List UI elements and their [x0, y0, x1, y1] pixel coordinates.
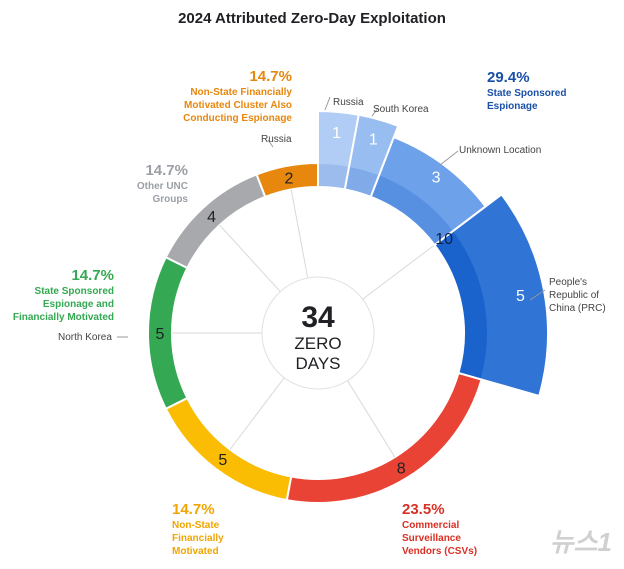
news1-watermark: 뉴스1 — [549, 527, 612, 557]
center-number: 34 — [301, 301, 335, 334]
label-unc-text: Other UNC Groups — [136, 181, 188, 205]
center-circle — [261, 276, 375, 390]
outer-segment-3 — [433, 192, 549, 398]
espionage-inner-value: 10 — [435, 231, 453, 248]
inner-value-2: 5 — [218, 452, 227, 469]
label-nonstate-percent: 14.7% — [172, 501, 215, 518]
label-unc-percent: 14.7% — [145, 162, 188, 179]
label-cluster-text: Non-State Financially Motivated Cluster … — [183, 87, 292, 124]
leader-line-1 — [371, 107, 379, 117]
spoke-line-1 — [338, 366, 396, 458]
inner-value-5: 2 — [285, 171, 294, 188]
center-line2: DAYS — [295, 354, 340, 373]
inner-value-3: 5 — [156, 326, 165, 343]
label-nonstate: 14.7% Non-State Financially Motivated — [172, 500, 272, 558]
label-south-korea: South Korea — [373, 104, 429, 115]
chart-title: 2024 Attributed Zero-Day Exploitation — [178, 10, 446, 27]
spoke-line-5 — [290, 189, 312, 294]
leader-line-0 — [324, 96, 331, 111]
label-mixed-text: State Sponsored Espionage and Financiall… — [12, 286, 114, 323]
label-unc: 14.7% Other UNC Groups — [108, 161, 188, 206]
label-cluster: 14.7% Non-State Financially Motivated Cl… — [150, 67, 292, 125]
label-csv-percent: 23.5% — [402, 501, 445, 518]
label-north-korea: North Korea — [58, 332, 112, 343]
outer-value-2: 3 — [432, 170, 441, 187]
label-russia-small: Russia — [261, 134, 292, 145]
label-mixed: 14.7% State Sponsored Espionage and Fina… — [10, 266, 114, 324]
leader-line-4 — [267, 139, 274, 148]
label-state-espionage-percent: 29.4% — [487, 69, 530, 86]
label-prc: People's Republic of China (PRC) — [549, 277, 606, 314]
center-line1: ZERO — [294, 334, 341, 353]
outer-value-3: 5 — [516, 288, 525, 305]
outer-value-1: 1 — [369, 132, 378, 149]
spoke-line-4 — [219, 224, 292, 304]
spoke-line-2 — [229, 364, 295, 450]
inner-value-4: 4 — [207, 209, 216, 226]
label-unknown-location: Unknown Location — [459, 145, 542, 156]
label-nonstate-text: Non-State Financially Motivated — [172, 520, 224, 557]
leader-line-3 — [529, 289, 546, 301]
spoke-line-0 — [349, 244, 435, 310]
outer-value-0: 1 — [332, 125, 341, 142]
label-csv: 23.5% Commercial Surveillance Vendors (C… — [402, 500, 522, 558]
label-cluster-percent: 14.7% — [249, 68, 292, 85]
inner-segment-2 — [164, 396, 293, 502]
label-state-espionage-text: State Sponsored Espionage — [487, 88, 567, 112]
label-state-espionage: 29.4% State Sponsored Espionage — [487, 68, 607, 113]
label-russia-top: Russia — [333, 97, 364, 108]
inner-value-1: 8 — [397, 460, 406, 477]
label-mixed-percent: 14.7% — [71, 267, 114, 284]
leader-line-2 — [439, 150, 459, 166]
inner-segment-1 — [285, 371, 483, 504]
label-csv-text: Commercial Surveillance Vendors (CSVs) — [402, 520, 478, 557]
